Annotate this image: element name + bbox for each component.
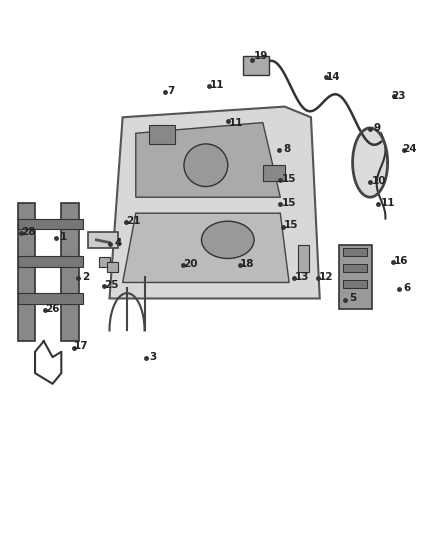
Polygon shape — [18, 203, 35, 341]
Text: 17: 17 — [74, 342, 88, 351]
Text: 16: 16 — [393, 256, 408, 266]
Text: 28: 28 — [21, 227, 36, 237]
Text: 20: 20 — [183, 259, 198, 269]
Text: 25: 25 — [104, 280, 119, 290]
Ellipse shape — [201, 221, 254, 259]
Bar — [99, 257, 110, 266]
Polygon shape — [88, 232, 118, 248]
Text: 5: 5 — [349, 294, 356, 303]
Text: 1: 1 — [60, 232, 67, 242]
Polygon shape — [339, 245, 372, 309]
Text: 2: 2 — [82, 272, 89, 282]
Text: 13: 13 — [295, 272, 310, 282]
Polygon shape — [136, 123, 280, 197]
Polygon shape — [61, 203, 79, 341]
Bar — [18, 219, 83, 229]
Text: 18: 18 — [240, 259, 255, 269]
Text: 6: 6 — [404, 283, 411, 293]
Polygon shape — [243, 56, 269, 75]
Polygon shape — [123, 213, 289, 282]
Text: 11: 11 — [380, 198, 395, 207]
Text: 14: 14 — [325, 72, 340, 82]
Text: 7: 7 — [167, 86, 174, 95]
Text: 12: 12 — [319, 272, 334, 282]
Polygon shape — [110, 107, 320, 298]
Bar — [107, 262, 118, 272]
Text: 4: 4 — [115, 238, 122, 247]
Text: 9: 9 — [373, 123, 380, 133]
Text: 19: 19 — [254, 51, 268, 61]
Text: 15: 15 — [284, 220, 299, 230]
Bar — [149, 125, 175, 144]
Ellipse shape — [184, 144, 228, 187]
Bar — [298, 245, 309, 272]
Text: 23: 23 — [391, 91, 406, 101]
Text: 10: 10 — [371, 176, 386, 186]
Bar — [343, 280, 367, 288]
Bar — [18, 256, 83, 266]
Text: 11: 11 — [229, 118, 244, 127]
Text: 21: 21 — [126, 216, 141, 226]
Text: 24: 24 — [402, 144, 417, 154]
Bar — [18, 293, 83, 304]
Text: 15: 15 — [282, 198, 297, 207]
Text: 26: 26 — [45, 304, 60, 314]
Text: 8: 8 — [283, 144, 290, 154]
Text: 3: 3 — [150, 352, 157, 362]
Text: 15: 15 — [282, 174, 297, 183]
Bar — [343, 264, 367, 272]
Bar — [263, 165, 285, 181]
Bar — [343, 248, 367, 256]
Text: 11: 11 — [209, 80, 224, 90]
Polygon shape — [353, 128, 388, 197]
